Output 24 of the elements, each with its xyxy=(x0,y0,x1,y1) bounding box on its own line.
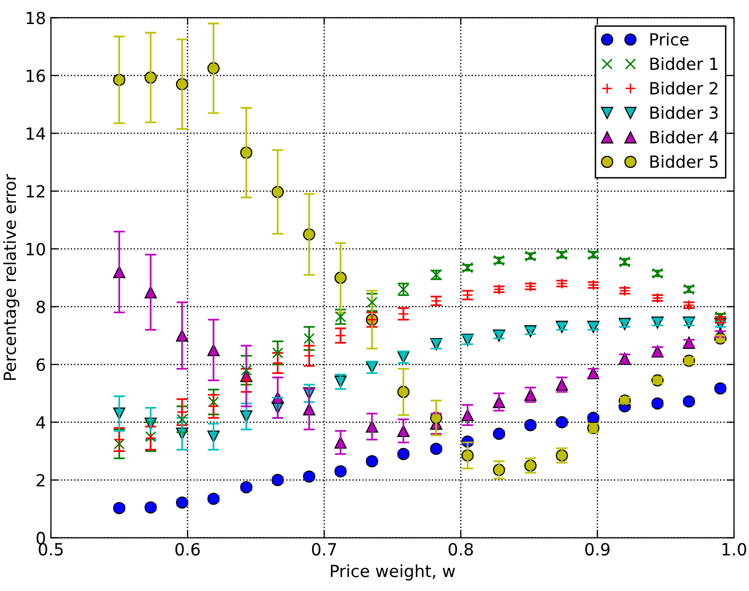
legend-label: Bidder 1 xyxy=(650,57,718,70)
legend-label: Price xyxy=(650,32,689,46)
y-tick-label: 10 xyxy=(26,242,45,256)
y-tick-label: 6 xyxy=(36,358,46,372)
x-tick-label: 0.8 xyxy=(448,542,473,556)
x-tick-label: 0.6 xyxy=(175,542,200,556)
legend-label: Bidder 4 xyxy=(650,130,718,144)
y-tick-label: 4 xyxy=(36,416,46,429)
legend-label: Bidder 2 xyxy=(650,82,718,95)
y-tick-label: 14 xyxy=(26,127,46,140)
y-tick-label: 0 xyxy=(36,532,45,544)
y-tick-label: 18 xyxy=(26,12,45,24)
x-tick-label: 1.0 xyxy=(722,542,746,556)
x-tick-label: 0.7 xyxy=(312,542,336,556)
x-tick-label: 0.9 xyxy=(585,542,610,556)
y-axis-title: Percentage relative error xyxy=(3,174,20,380)
y-tick-label: 12 xyxy=(26,185,44,198)
y-tick-label: 8 xyxy=(36,300,45,314)
y-tick-label: 16 xyxy=(26,69,46,82)
x-axis-title: Price weight, w xyxy=(330,564,455,580)
legend-label: Bidder 5 xyxy=(650,155,718,168)
y-tick-label: 2 xyxy=(36,474,44,486)
legend-label: Bidder 3 xyxy=(650,106,718,120)
x-tick-label: 0.5 xyxy=(38,542,63,556)
